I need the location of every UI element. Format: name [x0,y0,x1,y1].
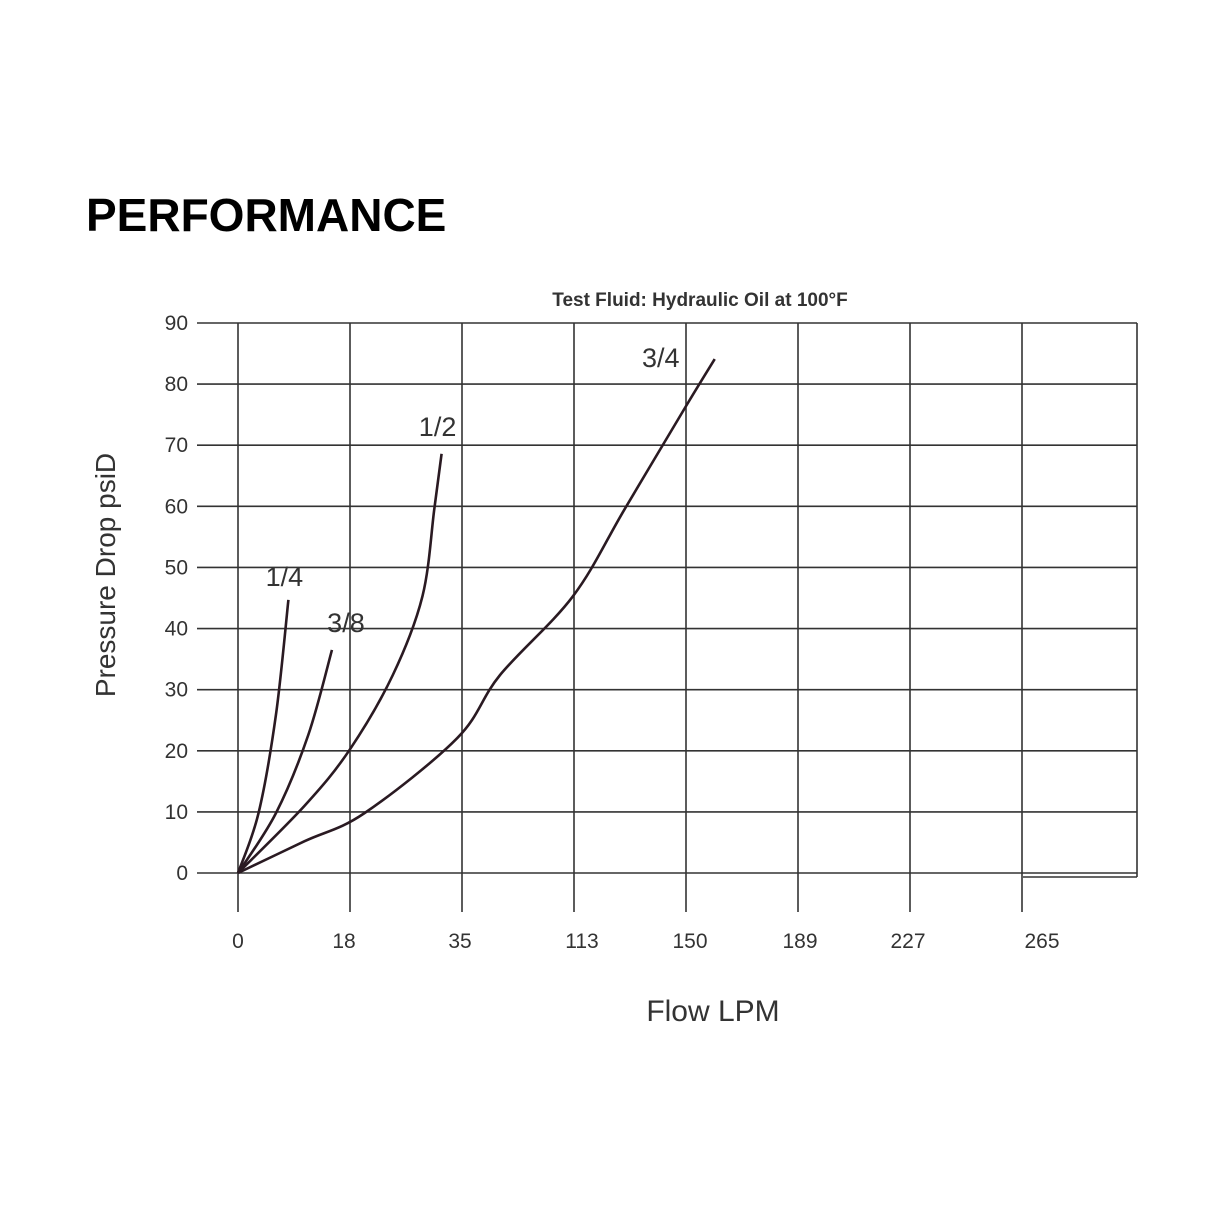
x-tick-label: 35 [448,930,471,953]
curve-1-2 [237,453,443,874]
y-tick-label: 70 [165,434,188,457]
y-tick-label: 80 [165,373,188,396]
y-axis-label: Pressure Drop psiD [90,453,121,697]
x-tick-label: 189 [782,930,817,953]
x-axis-label: Flow LPM [646,995,779,1028]
x-tick-label: 227 [890,930,925,953]
x-tick-label: 113 [565,930,598,953]
curve-label: 3/4 [642,343,680,373]
y-tick-label: 60 [165,495,188,518]
x-tick-label: 0 [232,930,244,953]
x-tick-label: 18 [332,930,355,953]
y-tick-label: 90 [165,312,188,335]
y-tick-label: 20 [165,740,188,763]
curve-label: 1/2 [419,412,457,442]
y-tick-label: 40 [165,618,188,641]
y-tick-label: 50 [165,556,188,579]
curve-1-4 [236,599,290,874]
chart-title: Test Fluid: Hydraulic Oil at 100°F [552,290,847,311]
curve-3-8 [236,649,334,874]
curve-label: 1/4 [266,562,304,592]
curve-3-4 [237,358,716,875]
y-tick-label: 30 [165,679,188,702]
y-tick-label: 0 [176,862,188,885]
x-tick-label: 265 [1024,930,1059,953]
page-title: PERFORMANCE [86,189,447,241]
curve-label: 3/8 [327,608,365,638]
x-tick-label: 150 [672,930,707,953]
y-tick-label: 10 [165,801,188,824]
